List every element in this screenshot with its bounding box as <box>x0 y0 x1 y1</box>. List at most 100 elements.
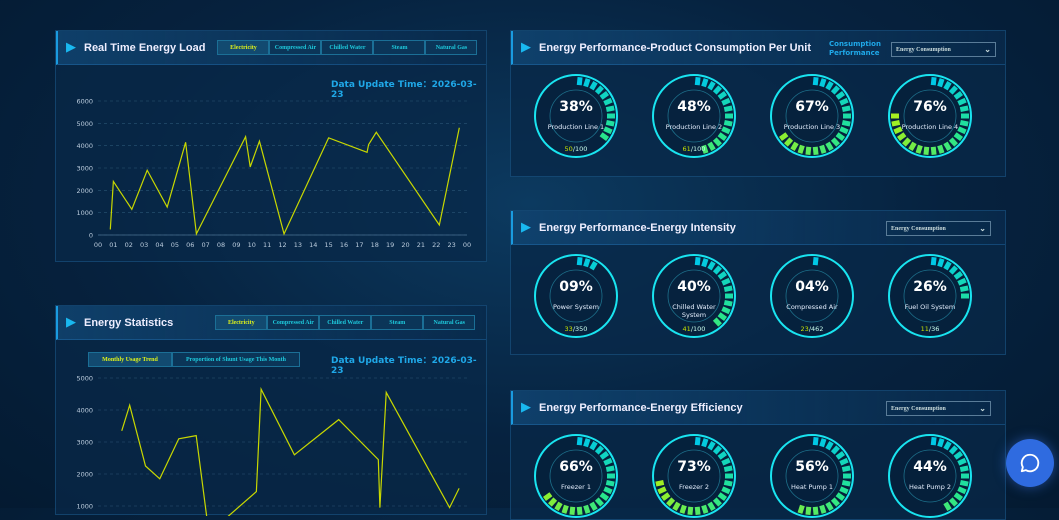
chevron-down-icon: ⌄ <box>984 45 991 54</box>
gauge-outer-ring <box>889 435 971 517</box>
gauge: 73%Freezer 2 <box>651 433 737 519</box>
gauge-value: 33 <box>565 325 573 333</box>
gauge: 76%Production Line 4 <box>887 73 973 159</box>
gauge-total: /350 <box>573 325 588 333</box>
gauge-segment <box>946 442 950 449</box>
gauge: 56%Heat Pump 1 <box>769 433 855 519</box>
gauge-fraction: 61/100 <box>651 145 737 153</box>
play-arrow-icon: ▶ <box>58 315 84 330</box>
tab-chilled-water[interactable]: Chilled Water <box>319 315 371 330</box>
gauge-segment <box>918 145 920 153</box>
x-tick-label: 07 <box>201 241 209 249</box>
gauge-segment <box>586 439 588 447</box>
product-consumption-panel: ▶ Energy Performance-Product Consumption… <box>510 30 1006 177</box>
gauge-segment <box>690 507 691 515</box>
y-tick-label: 5000 <box>76 120 93 128</box>
gauge-value: 50 <box>565 145 573 153</box>
gauge-fraction: 23/462 <box>769 325 855 333</box>
gauge-segment <box>710 82 714 89</box>
gauge-segment <box>940 259 942 267</box>
gauge-segment <box>704 259 706 267</box>
gauge-segment <box>946 82 950 89</box>
chat-button[interactable] <box>1006 439 1054 487</box>
data-line <box>110 128 459 234</box>
gauge-label: Production Line 1 <box>533 123 619 131</box>
gauge-segment <box>946 262 950 269</box>
data-line <box>122 389 459 516</box>
y-tick-label: 3000 <box>76 165 93 173</box>
tab-monthly-usage-trend[interactable]: Monthly Usage Trend <box>88 352 172 367</box>
gauge-segment <box>579 507 580 515</box>
gauge-segment <box>822 505 824 513</box>
x-tick-label: 06 <box>186 241 194 249</box>
x-tick-label: 15 <box>324 241 332 249</box>
consumption-performance-link[interactable]: Consumption Performance <box>829 40 883 58</box>
gauge-segment <box>572 507 573 515</box>
gauge-value: 41 <box>683 325 691 333</box>
gauge-segment <box>815 147 816 155</box>
gauge-segment <box>579 77 580 85</box>
tab-steam[interactable]: Steam <box>371 315 423 330</box>
gauge-fraction: 50/100 <box>533 145 619 153</box>
y-tick-label: 2000 <box>76 471 93 479</box>
gauge-label: Compressed Air <box>769 303 855 311</box>
gauge-label: Production Line 4 <box>887 123 973 131</box>
chevron-down-icon: ⌄ <box>979 404 986 413</box>
tab-compressed-air[interactable]: Compressed Air <box>267 315 319 330</box>
gauge-segment <box>682 505 684 513</box>
gauge-segment <box>592 503 596 510</box>
gauge: 48% Production Line 2 61/100 <box>651 73 737 159</box>
tab-electricity[interactable]: Electricity <box>217 40 269 55</box>
x-tick-label: 11 <box>263 241 271 249</box>
gauge-percent: 48% <box>651 99 737 115</box>
y-tick-label: 0 <box>89 232 93 240</box>
gauge: 44%Heat Pump 2 <box>887 433 973 519</box>
tab-natural-gas[interactable]: Natural Gas <box>423 315 475 330</box>
gauge-segment <box>592 442 596 449</box>
gauge-segment <box>940 79 942 87</box>
gauge-value: 11 <box>921 325 929 333</box>
gauge-total: /36 <box>929 325 939 333</box>
gauge-segment <box>808 147 809 155</box>
gauge-segment <box>828 143 832 150</box>
gauge-fraction: 33/350 <box>533 325 619 333</box>
gauge-segment <box>710 262 714 269</box>
gauge-segment <box>564 505 566 513</box>
gauge-segment <box>933 257 934 265</box>
energy-efficiency-panel: ▶ Energy Performance-Energy Efficiency E… <box>510 390 1006 520</box>
gauge-segment <box>579 257 580 265</box>
gauge-label: Production Line 3 <box>769 123 855 131</box>
x-tick-label: 14 <box>309 241 317 249</box>
gauge-segment <box>697 437 698 445</box>
tab-chilled-water[interactable]: Chilled Water <box>321 40 373 55</box>
gauge-value: 61 <box>683 145 691 153</box>
select-value: Energy Consumption <box>891 406 946 412</box>
gauge-segment <box>926 147 927 155</box>
gauge-segment <box>822 439 824 447</box>
gauge-segment <box>793 143 797 150</box>
energy-consumption-select[interactable]: Energy Consumption ⌄ <box>886 401 991 416</box>
tab-shunt-usage-proportion[interactable]: Proportion of Shunt Usage This Month <box>172 352 300 367</box>
x-tick-label: 17 <box>355 241 363 249</box>
gauge-segment <box>828 503 832 510</box>
gauge-label: Production Line 2 <box>651 123 737 131</box>
tab-natural-gas[interactable]: Natural Gas <box>425 40 477 55</box>
tab-electricity[interactable]: Electricity <box>215 315 267 330</box>
gauge-outer-ring <box>771 75 853 157</box>
energy-consumption-select[interactable]: Energy Consumption ⌄ <box>891 42 996 57</box>
energy-statistics-panel: ▶ Energy Statistics Electricity Compress… <box>55 305 487 515</box>
gauge-percent: 04% <box>769 279 855 295</box>
gauge-segment <box>592 262 596 269</box>
tab-steam[interactable]: Steam <box>373 40 425 55</box>
gauge-segment <box>946 503 950 510</box>
x-tick-label: 02 <box>125 241 133 249</box>
gauge-segment <box>710 442 714 449</box>
gauge-label: Freezer 2 <box>651 483 737 491</box>
gauge-segment <box>815 507 816 515</box>
select-value: Energy Consumption <box>896 47 951 53</box>
y-tick-label: 1000 <box>76 503 93 511</box>
tab-compressed-air[interactable]: Compressed Air <box>269 40 321 55</box>
x-tick-label: 04 <box>155 241 163 249</box>
energy-consumption-select[interactable]: Energy Consumption⌄ <box>886 221 991 236</box>
